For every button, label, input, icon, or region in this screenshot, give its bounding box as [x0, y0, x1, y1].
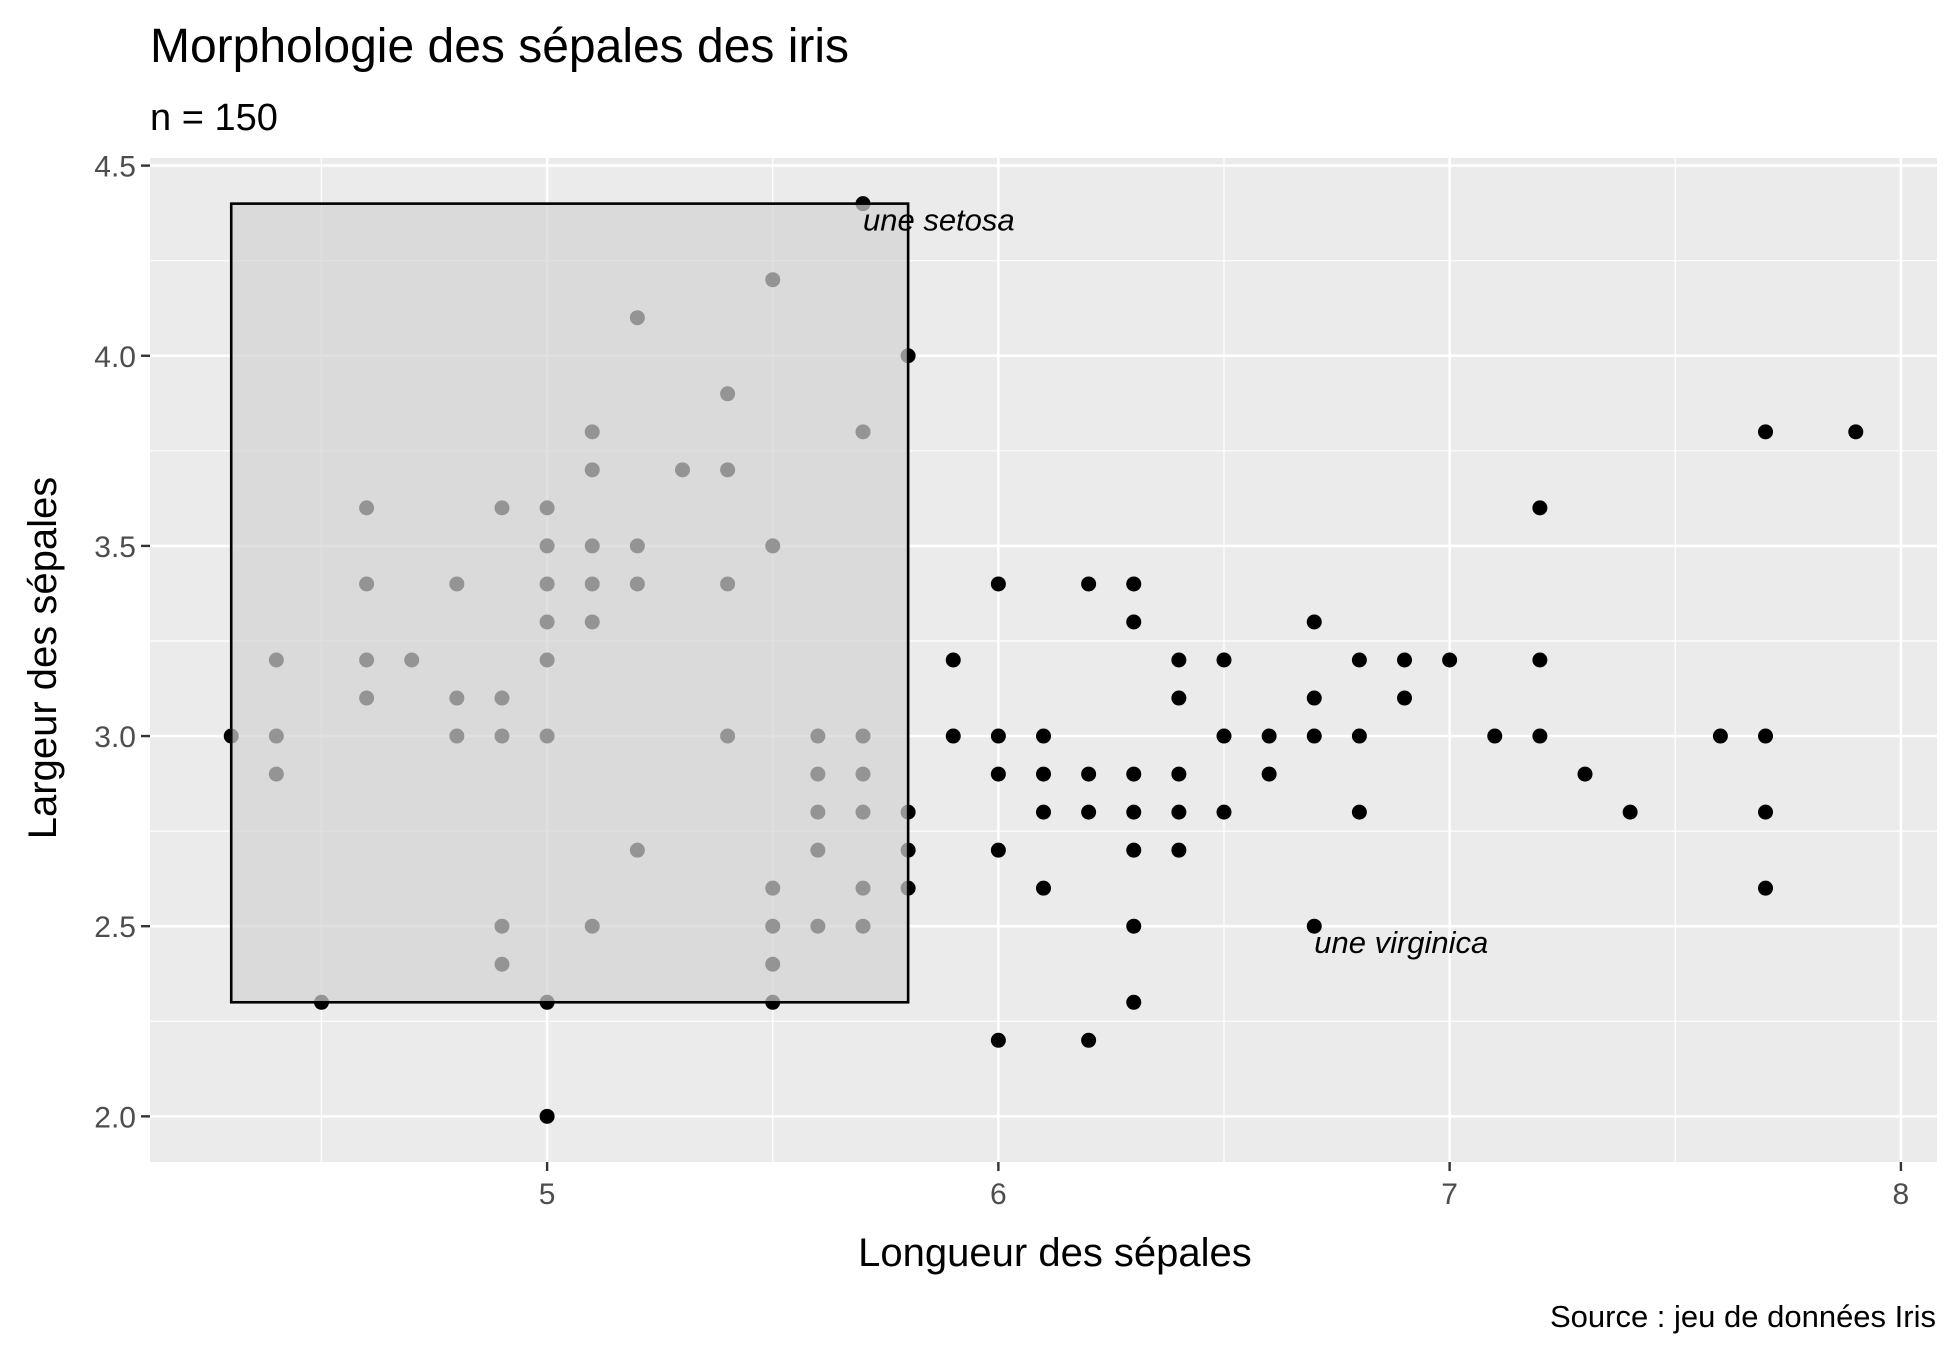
- data-point: [1126, 994, 1142, 1010]
- y-tick-label: 3.0: [94, 721, 136, 754]
- data-point: [1261, 766, 1277, 782]
- data-point: [1216, 652, 1232, 668]
- data-point: [945, 652, 961, 668]
- data-point: [1532, 500, 1548, 516]
- data-point: [1036, 804, 1051, 820]
- data-point: [1351, 728, 1367, 744]
- data-point: [1577, 766, 1593, 782]
- data-point: [1351, 804, 1367, 820]
- data-point: [1532, 652, 1548, 668]
- data-point: [990, 1032, 1006, 1048]
- data-point: [1758, 424, 1774, 440]
- data-point: [1126, 576, 1142, 592]
- data-point: [1126, 842, 1142, 858]
- x-tick-label: 8: [1893, 1178, 1910, 1211]
- data-point: [1126, 804, 1142, 820]
- data-point: [1216, 804, 1232, 820]
- data-point: [990, 576, 1006, 592]
- y-tick-label: 2.5: [94, 911, 136, 944]
- data-point: [1306, 690, 1322, 706]
- highlight-rectangle: [229, 202, 910, 1004]
- data-point: [1171, 804, 1187, 820]
- data-point: [1126, 918, 1142, 934]
- data-point: [945, 728, 961, 744]
- data-point: [1081, 804, 1097, 820]
- annotation-label: une virginica: [1314, 925, 1488, 960]
- y-axis: 2.0 2.5 3.0 3.5 4.0 4.5: [94, 151, 150, 1134]
- data-point: [1758, 804, 1774, 820]
- data-point: [1712, 728, 1728, 744]
- data-point: [1351, 652, 1367, 668]
- data-point: [1261, 728, 1277, 744]
- data-point: [990, 842, 1006, 858]
- data-point: [1171, 766, 1187, 782]
- data-point: [1306, 918, 1322, 934]
- data-point: [990, 766, 1006, 782]
- data-point: [1081, 576, 1097, 592]
- data-point: [539, 1108, 555, 1124]
- data-point: [1081, 766, 1097, 782]
- data-point: [1036, 766, 1051, 782]
- chart-title: Morphologie des sépales des iris: [150, 20, 849, 73]
- data-point: [1487, 728, 1503, 744]
- data-point: [1532, 728, 1548, 744]
- data-point: [990, 728, 1006, 744]
- y-tick-label: 2.0: [94, 1101, 136, 1134]
- data-point: [1216, 728, 1232, 744]
- annotation-label: une setosa: [863, 203, 1015, 238]
- y-tick-label: 4.0: [94, 341, 136, 374]
- data-point: [1758, 728, 1774, 744]
- data-point: [1081, 1032, 1097, 1048]
- data-point: [1306, 728, 1322, 744]
- y-axis-title: Largeur des sépales: [21, 477, 65, 839]
- annotations-layer: une setosa une virginica: [863, 203, 1488, 961]
- data-point: [1171, 690, 1187, 706]
- data-point: [1036, 728, 1051, 744]
- x-tick-label: 5: [539, 1178, 556, 1211]
- highlight-layer: [229, 202, 910, 1004]
- y-tick-label: 4.5: [94, 151, 136, 184]
- x-axis: 5 6 7 8: [539, 1162, 1909, 1211]
- y-tick-label: 3.5: [94, 531, 136, 564]
- data-point: [1171, 652, 1187, 668]
- data-point: [1397, 652, 1413, 668]
- data-point: [1306, 614, 1322, 630]
- data-point: [1036, 880, 1051, 896]
- x-axis-title: Longueur des sépales: [858, 1231, 1252, 1275]
- data-point: [1848, 424, 1864, 440]
- data-point: [1622, 804, 1638, 820]
- data-point: [1758, 880, 1774, 896]
- data-point: [1442, 652, 1458, 668]
- x-tick-label: 7: [1441, 1178, 1458, 1211]
- data-point: [1126, 766, 1142, 782]
- data-point: [1126, 614, 1142, 630]
- data-point: [1397, 690, 1413, 706]
- x-tick-label: 6: [990, 1178, 1007, 1211]
- chart-subtitle: n = 150: [150, 97, 278, 139]
- chart-caption: Source : jeu de données Iris: [1550, 1299, 1936, 1334]
- data-point: [1171, 842, 1187, 858]
